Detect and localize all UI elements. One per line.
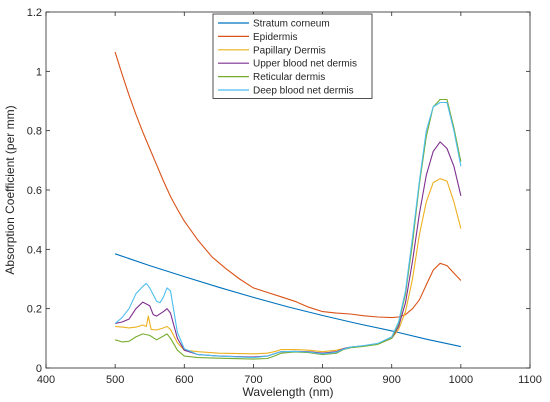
x-axis-label: Wavelength (nm) xyxy=(243,385,334,399)
x-tick-label: 600 xyxy=(175,374,193,386)
x-tick-label: 700 xyxy=(244,374,262,386)
axis-ticks-group: 400 500 600 700 800 900 1000 1100 0 0.2 0.4 0.6 0.8 1… xyxy=(27,7,542,386)
plot-series-group xyxy=(114,51,462,360)
y-tick-label: 0.8 xyxy=(27,126,42,138)
x-tick-label: 900 xyxy=(383,374,401,386)
legend-label: Reticular dermis xyxy=(253,72,325,83)
y-axis-label: Absorption Coefficient (per mm) xyxy=(3,105,17,274)
legend-label: Stratum corneum xyxy=(253,19,330,30)
y-tick-label: 0 xyxy=(36,363,42,375)
y-tick-label: 0.2 xyxy=(27,304,42,316)
x-tick-label: 800 xyxy=(313,374,331,386)
legend-label: Epidermis xyxy=(253,32,297,43)
legend: Stratum corneum Epidermis Papillary Dermis… xyxy=(212,13,373,99)
series-line-3 xyxy=(115,178,462,355)
y-tick-label: 0.6 xyxy=(27,185,42,197)
y-tick-label: 0.4 xyxy=(27,244,42,256)
legend-label: Deep blood net dermis xyxy=(253,86,354,97)
legend-label: Papillary Dermis xyxy=(253,45,326,56)
series-line-2 xyxy=(114,51,462,319)
series-line-6 xyxy=(114,101,462,359)
series-line-1 xyxy=(114,253,462,348)
x-tick-label: 400 xyxy=(37,374,55,386)
x-tick-label: 1000 xyxy=(449,374,473,386)
legend-box xyxy=(212,13,373,99)
y-tick-label: 1 xyxy=(36,66,42,78)
y-tick-label: 1.2 xyxy=(27,7,42,19)
x-tick-label: 500 xyxy=(106,374,124,386)
x-tick-label: 1100 xyxy=(518,374,542,386)
legend-label: Upper blood net dermis xyxy=(253,59,357,70)
